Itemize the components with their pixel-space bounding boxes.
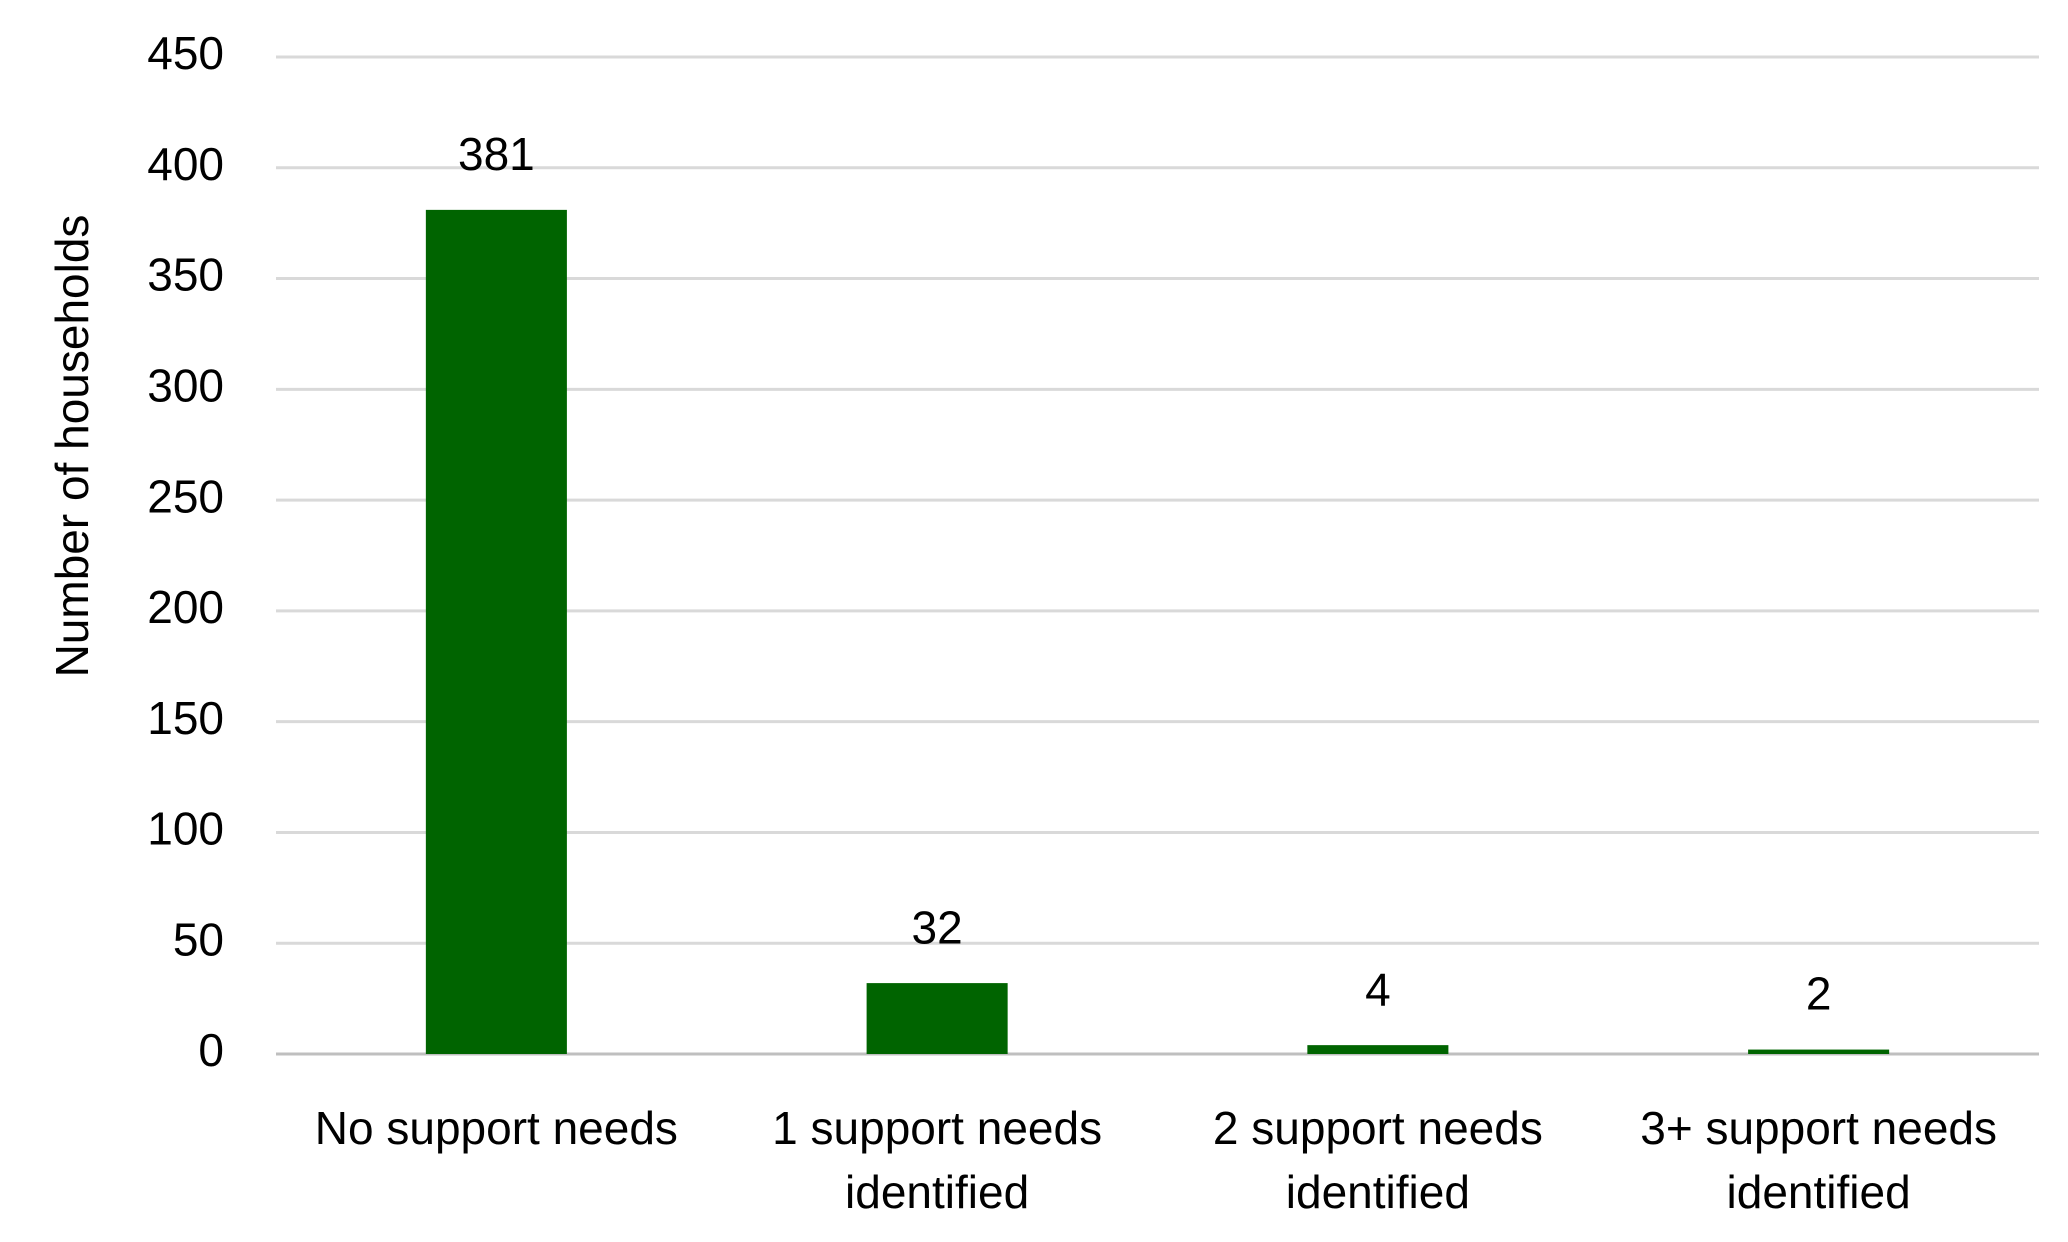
y-tick-label: 250 <box>147 470 224 522</box>
bar <box>1307 1045 1449 1054</box>
value-label: 2 <box>1806 968 1832 1020</box>
value-label: 32 <box>912 901 963 953</box>
x-tick-label: No support needs <box>314 1102 678 1154</box>
y-tick-label: 400 <box>147 138 224 190</box>
y-tick-label: 200 <box>147 581 224 633</box>
y-tick-label: 350 <box>147 249 224 301</box>
value-label: 381 <box>458 128 535 180</box>
x-tick-label: 3+ support needs identified <box>1640 1102 1998 1218</box>
bar <box>425 209 567 1054</box>
bar <box>1748 1049 1890 1054</box>
y-tick-label: 300 <box>147 359 224 411</box>
y-axis-title: Number of households <box>46 215 98 678</box>
y-tick-label: 50 <box>173 913 224 965</box>
x-tick-label: 2 support needs identified <box>1212 1102 1543 1218</box>
x-tick-label: 1 support needs identified <box>772 1102 1103 1218</box>
value-label: 4 <box>1365 963 1391 1015</box>
bar <box>866 983 1008 1054</box>
y-tick-label: 450 <box>147 27 224 79</box>
y-tick-label: 150 <box>147 692 224 744</box>
y-tick-label: 0 <box>198 1024 224 1076</box>
y-tick-label: 100 <box>147 803 224 855</box>
